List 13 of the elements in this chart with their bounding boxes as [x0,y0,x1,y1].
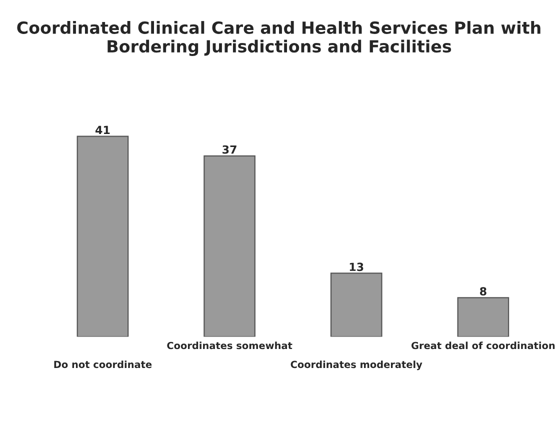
data-label: 13 [350,262,364,272]
x-tick-label: Coordinates moderately [290,360,422,370]
x-tick-label: Great deal of coordination [411,342,555,350]
x-tick-label: Coordinates somewhat [167,342,292,350]
bar [204,155,256,337]
data-label: 37 [222,145,236,154]
bar [330,272,382,337]
data-label: 8 [480,287,486,296]
x-tick-label: Do not coordinate [54,360,152,368]
data-label: 41 [95,126,110,134]
bar [76,136,129,337]
chart-title: Coordinated Clinical Care and Health Services Plan with Bordering Jurisdictions and Facilities [17,21,540,56]
bar [457,297,510,337]
